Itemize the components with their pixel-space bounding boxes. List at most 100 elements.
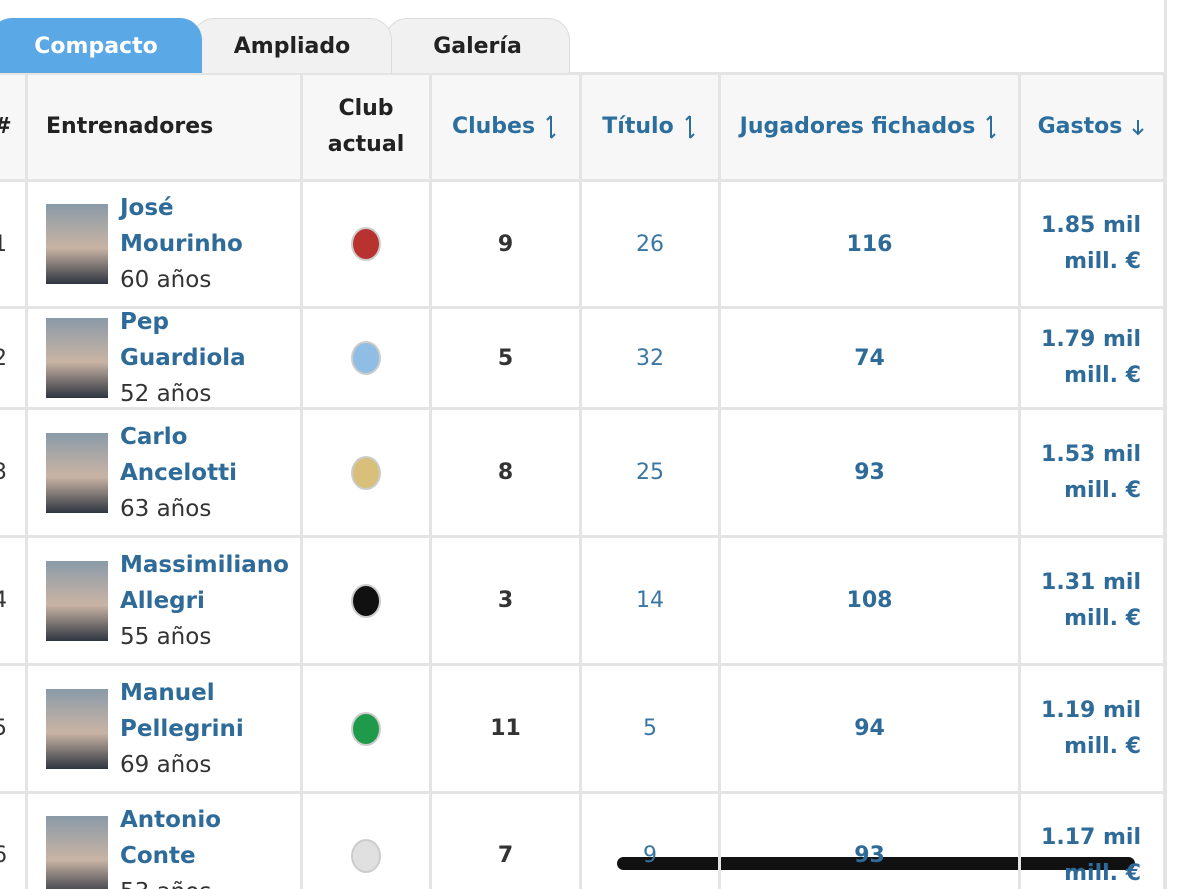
coach-photo [46,560,108,641]
header-cell: Club actual [303,75,432,182]
club-logo[interactable] [351,711,381,746]
players[interactable]: 74 [854,345,885,371]
header-cell[interactable]: Clubes [432,75,582,182]
players[interactable]: 116 [846,231,893,257]
coach-name[interactable]: Manuel Pellegrini [120,679,244,742]
coach-info: Carlo Ancelotti 63 años [120,419,300,527]
titles[interactable]: 14 [636,588,664,613]
header-text[interactable]: Jugadores fichados [739,114,976,139]
tab-line [0,72,1166,75]
spend[interactable]: 1.17 mil mill. € [1041,824,1141,886]
coach-cell: José Mourinho 60 años [28,182,303,309]
spend[interactable]: 1.31 mil mill. € [1041,569,1141,631]
titles-cell: 26 [582,182,721,309]
coach-name[interactable]: Massimiliano Allegri [120,551,289,614]
club-cell [303,538,432,666]
rank-cell: 3 [0,410,28,538]
tab[interactable]: Galería [385,18,570,73]
coach-info: Manuel Pellegrini 69 años [120,675,300,783]
titles-cell: 14 [582,538,721,666]
club-logo[interactable] [351,455,381,490]
club-cell [303,182,432,309]
sort-icon[interactable] [543,114,559,140]
clubs-cell: 8 [432,410,582,538]
spend-cell: 1.31 mil mill. € [1021,538,1166,666]
club-logo[interactable] [351,838,381,873]
titles-cell: 5 [582,666,721,794]
rank: 1 [0,232,7,257]
players[interactable]: 108 [846,588,893,613]
header-cell[interactable]: Gastos [1021,75,1166,182]
coach-photo [46,688,108,769]
header-text: Club actual [327,96,405,157]
players[interactable]: 93 [854,843,885,868]
spend[interactable]: 1.19 mil mill. € [1041,697,1141,759]
coach-info: Pep Guardiola 52 años [120,304,300,412]
titles[interactable]: 25 [636,460,664,485]
sort-icon[interactable] [983,114,999,140]
rank-cell: 1 [0,182,28,309]
header-text[interactable]: Título [602,114,674,139]
coach-info: José Mourinho 60 años [120,190,300,298]
coach-name[interactable]: Carlo Ancelotti [120,423,237,486]
coach-name[interactable]: Antonio Conte [120,806,222,869]
rank: 5 [0,716,7,741]
club-logo[interactable] [351,341,381,375]
rank-cell: 4 [0,538,28,666]
spend-cell: 1.85 mil mill. € [1021,182,1166,309]
spend[interactable]: 1.53 mil mill. € [1041,441,1141,503]
header-text[interactable]: Gastos [1037,114,1123,139]
rank: 4 [0,588,7,613]
club-cell [303,309,432,410]
sort-icon[interactable] [1130,114,1146,140]
clubs: 7 [497,843,514,868]
titles[interactable]: 5 [643,716,657,741]
spend[interactable]: 1.79 mil mill. € [1041,327,1141,388]
header-cell: # [0,75,28,182]
header-cell: Entrenadores [28,75,303,182]
coach-name[interactable]: Pep Guardiola [120,309,246,371]
titles-cell: 32 [582,309,721,410]
sort-icon[interactable] [682,114,698,140]
players-cell: 93 [721,794,1021,889]
clubs: 5 [497,345,514,371]
players[interactable]: 93 [854,460,885,485]
rank: 2 [0,346,7,371]
titles[interactable]: 32 [636,345,664,371]
titles-cell: 25 [582,410,721,538]
header-cell[interactable]: Título [582,75,721,182]
header-cell[interactable]: Jugadores fichados [721,75,1021,182]
spend[interactable]: 1.85 mil mill. € [1041,213,1141,274]
spend-cell: 1.79 mil mill. € [1021,309,1166,410]
clubs: 11 [490,716,521,741]
tab[interactable]: Compacto [0,18,202,73]
coach-cell: Antonio Conte 53 años [28,794,303,889]
rank: 6 [0,843,7,868]
titles[interactable]: 9 [643,843,657,868]
players-cell: 93 [721,410,1021,538]
coach-cell: Massimiliano Allegri 55 años [28,538,303,666]
club-logo[interactable] [351,583,381,618]
club-cell [303,666,432,794]
coach-photo [46,318,108,398]
titles-cell: 9 [582,794,721,889]
titles[interactable]: 26 [636,231,664,257]
clubs: 9 [497,231,514,257]
coach-photo [46,204,108,284]
coach-photo [46,815,108,889]
coach-cell: Pep Guardiola 52 años [28,309,303,410]
coach-age: 55 años [120,623,212,650]
coach-name[interactable]: José Mourinho [120,195,243,257]
header-text[interactable]: Clubes [451,114,536,139]
tab[interactable]: Ampliado [192,18,392,73]
clubs-cell: 5 [432,309,582,410]
coach-age: 60 años [120,267,212,293]
players[interactable]: 94 [854,716,885,741]
coach-info: Massimiliano Allegri 55 años [120,547,300,655]
club-logo[interactable] [351,227,381,261]
rank-cell: 6 [0,794,28,889]
clubs-cell: 9 [432,182,582,309]
coach-cell: Manuel Pellegrini 69 años [28,666,303,794]
players-cell: 116 [721,182,1021,309]
